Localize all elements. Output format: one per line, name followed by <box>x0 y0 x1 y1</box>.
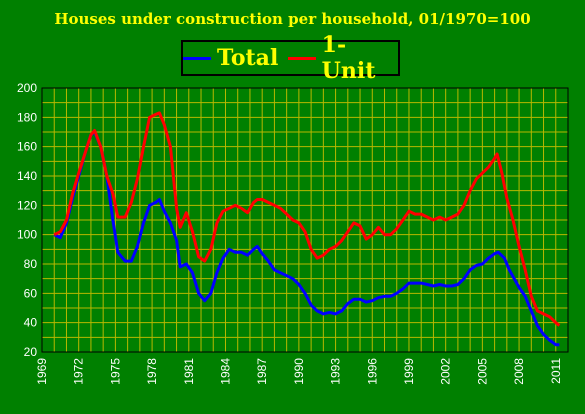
y-tick-label: 120 <box>17 198 37 212</box>
y-tick-label: 140 <box>17 169 37 183</box>
x-tick-label: 1978 <box>145 358 159 385</box>
grid <box>42 88 568 352</box>
y-tick-label: 80 <box>24 257 38 271</box>
x-tick-label: 1984 <box>218 358 232 385</box>
y-tick-label: 40 <box>24 316 38 330</box>
y-tick-label: 20 <box>24 345 38 359</box>
x-tick-label: 2008 <box>512 358 526 385</box>
x-tick-label: 1969 <box>35 358 49 385</box>
x-tick-label: 1996 <box>365 358 379 385</box>
x-tick-label: 1981 <box>182 358 196 385</box>
x-tick-label: 2005 <box>475 358 489 385</box>
y-tick-label: 60 <box>24 286 38 300</box>
x-tick-label: 1990 <box>292 358 306 385</box>
x-tick-label: 1972 <box>72 358 86 385</box>
x-tick-label: 2002 <box>439 358 453 385</box>
series-lines <box>54 113 559 345</box>
x-axis-ticks: 1969 1972 1975 1978 1981 1984 1987 1990 1993 1996… <box>35 358 563 385</box>
y-tick-label: 100 <box>17 228 37 242</box>
y-tick-label: 160 <box>17 140 37 154</box>
x-tick-label: 1999 <box>402 358 416 385</box>
x-tick-label: 1993 <box>329 358 343 385</box>
y-axis-ticks: 20 40 60 80 100 120 140 160 180 200 <box>17 81 37 359</box>
x-tick-label: 1975 <box>108 358 122 385</box>
y-tick-label: 200 <box>17 81 37 95</box>
y-tick-label: 180 <box>17 110 37 124</box>
x-tick-label: 2011 <box>549 358 563 384</box>
x-tick-label: 1987 <box>255 358 269 385</box>
